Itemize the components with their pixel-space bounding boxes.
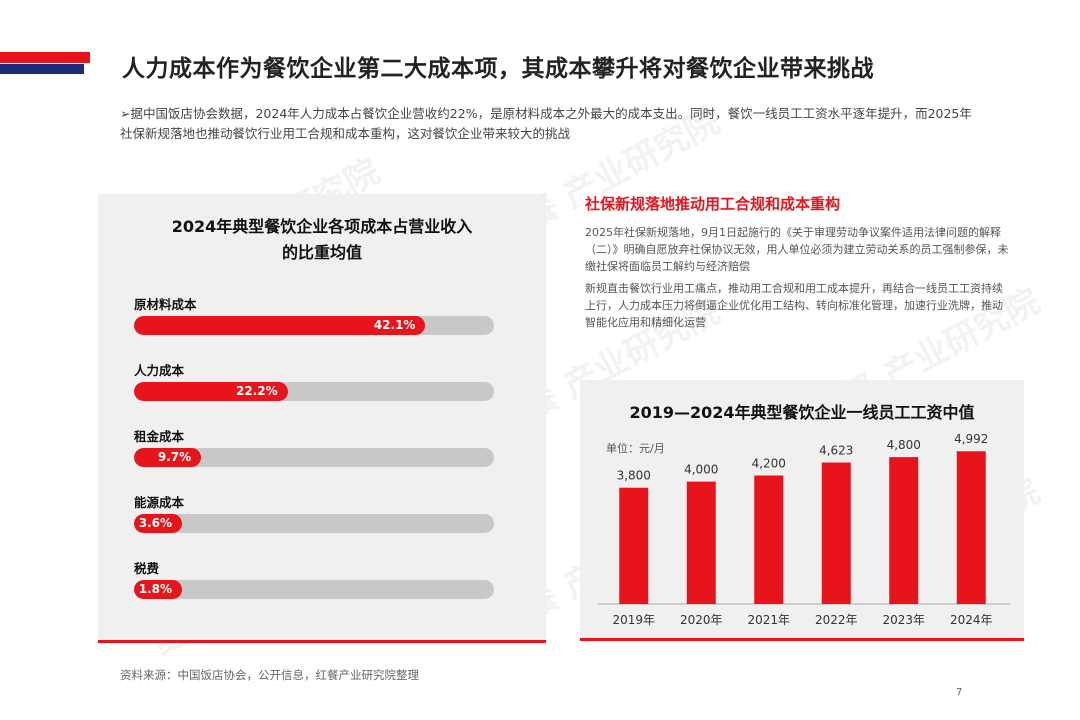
wage-chart-title: 2019—2024年典型餐饮企业一线员工工资中值 [629, 403, 974, 422]
wage-bar [619, 487, 649, 604]
cost-bar-row: 原材料成本 42.1% [134, 294, 494, 335]
wage-bar-value: 4,992 [954, 432, 988, 446]
intro-text: ➢据中国饭店协会数据，2024年人力成本占餐饮企业营收约22%，是原材料成本之外… [120, 106, 972, 141]
wage-panel: 2019—2024年典型餐饮企业一线员工工资中值单位：元/月 3,800 2019年… [580, 380, 1024, 641]
page-number: 7 [956, 687, 963, 698]
source-note: 资料来源：中国饭店协会，公开信息，红餐产业研究院整理 [120, 668, 419, 682]
wage-bar-value: 4,000 [684, 463, 718, 477]
wage-bar [754, 475, 784, 604]
page-title: 人力成本作为餐饮企业第二大成本项，其成本攀升将对餐饮企业带来挑战 [122, 56, 874, 82]
wage-x-tick-label: 2023年 [882, 613, 925, 627]
cost-ratio-title-line2: 的比重均值 [281, 243, 362, 262]
cost-bar-label: 人力成本 [134, 363, 185, 378]
cost-bar-track: 22.2% [134, 382, 494, 401]
cost-bar-value: 3.6% [138, 516, 172, 530]
wage-x-tick-label: 2021年 [747, 613, 790, 627]
cost-ratio-title-line1: 2024年典型餐饮企业各项成本占营业收入 [171, 217, 473, 236]
cost-ratio-panel: 2024年典型餐饮企业各项成本占营业收入 的比重均值 原材料成本 42.1% 人力成… [98, 194, 546, 643]
cost-bar-track: 42.1% [134, 316, 494, 335]
right-paragraph-1: 2025年社保新规落地，9月1日起施行的《关于审理劳动争议案件适用法律问题的解释… [585, 226, 1009, 273]
wage-bar [821, 462, 851, 604]
cost-bar-row: 能源成本 3.6% [134, 492, 494, 533]
cost-bar-value: 1.8% [138, 582, 172, 596]
cost-bar-fill [134, 580, 182, 599]
cost-ratio-chart-title: 2024年典型餐饮企业各项成本占营业收入 的比重均值 [98, 214, 546, 266]
wage-bar-value: 4,200 [752, 456, 786, 470]
cost-bar-row: 人力成本 22.2% [134, 360, 494, 401]
cost-bar-label: 原材料成本 [134, 297, 197, 312]
wage-bar [686, 481, 716, 604]
cost-bar-row: 税费 1.8% [134, 558, 494, 599]
cost-bar-fill [134, 448, 202, 467]
blue-stripe [0, 64, 84, 74]
wage-unit-label: 单位：元/月 [606, 441, 665, 455]
cost-bar-row: 租金成本 9.7% [134, 426, 494, 467]
cost-bar-value: 9.7% [157, 450, 192, 464]
wage-bar-value: 4,623 [819, 444, 853, 458]
wage-x-tick-label: 2022年 [815, 613, 858, 627]
wage-bar [956, 451, 986, 604]
cost-bar-label: 能源成本 [134, 495, 185, 510]
cost-bar-value: 42.1% [373, 318, 416, 332]
cost-bar-label: 税费 [134, 561, 160, 576]
wage-bar [889, 457, 919, 604]
cost-bar-track: 3.6% [134, 514, 494, 533]
wage-x-tick-label: 2024年 [950, 613, 993, 627]
right-heading: 社保新规落地推动用工合规和成本重构 [585, 195, 841, 213]
cost-bar-value: 22.2% [236, 384, 278, 398]
cost-bar-label: 租金成本 [134, 429, 185, 444]
wage-bar-value: 3,800 [617, 469, 651, 483]
title-accent-stripes [0, 52, 96, 74]
red-stripe [0, 52, 90, 63]
right-paragraph-2: 新规直击餐饮行业用工痛点，推动用工合规和用工成本提升，再结合一线员工工资持续上行… [585, 282, 1003, 329]
wage-bar-value: 4,800 [887, 438, 921, 452]
wage-x-tick-label: 2020年 [680, 613, 723, 627]
wage-x-tick-label: 2019年 [612, 613, 655, 627]
cost-bar-fill [134, 514, 182, 533]
cost-bar-track: 9.7% [134, 448, 494, 467]
cost-bar-fill [134, 316, 426, 335]
cost-bar-track: 1.8% [134, 580, 494, 599]
cost-bar-fill [134, 382, 288, 401]
